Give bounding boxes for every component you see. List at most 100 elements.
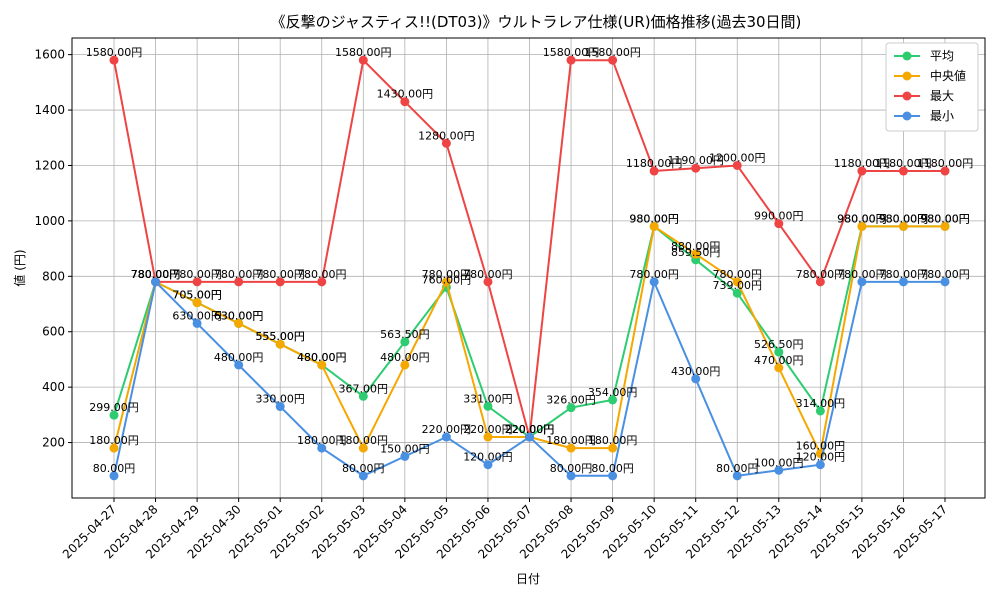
data-point — [483, 401, 493, 411]
data-label: 630.00円 — [214, 309, 264, 322]
data-point — [608, 471, 618, 481]
data-label: 1580.00円 — [543, 46, 600, 59]
data-label: 480.00円 — [380, 351, 430, 364]
data-labels: 299.00円 780.00円 705.00円 630.00円 555.00円 480.0… — [86, 46, 974, 475]
data-point — [774, 347, 784, 357]
data-label: 220.00円 — [463, 423, 513, 436]
data-label: 980.00円 — [837, 212, 887, 225]
data-label: 1180.00円 — [626, 157, 683, 170]
data-point — [234, 277, 244, 287]
legend-label: 中央値 — [930, 68, 966, 83]
legend-item: 最小 — [894, 109, 954, 123]
data-label: 780.00円 — [172, 268, 222, 281]
data-label: 80.00円 — [93, 462, 136, 475]
data-point — [857, 166, 867, 176]
data-label: 1430.00円 — [377, 88, 434, 101]
data-point — [358, 55, 368, 65]
y-tick-label: 400 — [42, 380, 65, 394]
data-point — [400, 97, 410, 107]
legend-label: 最小 — [930, 109, 954, 123]
series-3 — [109, 277, 950, 481]
data-label: 220.00円 — [505, 423, 555, 436]
data-label: 180.00円 — [297, 434, 347, 447]
data-point — [358, 471, 368, 481]
data-label: 480.00円 — [297, 351, 347, 364]
data-label: 100.00円 — [754, 456, 804, 469]
series-lines — [109, 55, 950, 481]
data-label: 780.00円 — [131, 268, 181, 281]
data-point — [192, 277, 202, 287]
data-point — [940, 221, 950, 231]
legend-swatch-marker — [902, 111, 912, 121]
data-point — [732, 471, 742, 481]
chart-title: 《反撃のジャスティス!!(DT03)》ウルトラレア仕様(UR)価格推移(過去30… — [271, 13, 802, 31]
legend-swatch-marker — [902, 91, 912, 101]
data-label: 80.00円 — [550, 462, 593, 475]
data-label: 780.00円 — [879, 268, 929, 281]
y-tick-label: 1200 — [34, 158, 65, 172]
y-axis-title: 値 (円) — [12, 249, 27, 286]
legend-item: 平均 — [894, 49, 954, 63]
data-label: 1180.00円 — [875, 157, 932, 170]
x-axis-title: 日付 — [516, 572, 540, 586]
data-label: 1280.00円 — [418, 129, 475, 142]
legend-label: 平均 — [930, 49, 954, 63]
data-label: 1580.00円 — [584, 46, 641, 59]
data-point — [566, 471, 576, 481]
data-label: 326.00円 — [546, 394, 596, 407]
data-label: 980.00円 — [629, 212, 679, 225]
y-tick-label: 1600 — [34, 48, 65, 62]
data-point — [192, 298, 202, 308]
data-label: 980.00円 — [837, 212, 887, 225]
data-label: 180.00円 — [339, 434, 389, 447]
data-point — [441, 277, 451, 287]
data-label: 120.00円 — [463, 451, 513, 464]
data-label: 980.00円 — [879, 212, 929, 225]
data-label: 555.00円 — [255, 330, 305, 343]
data-label: 705.00円 — [172, 289, 222, 302]
data-label: 1180.00円 — [834, 157, 891, 170]
data-label: 160.00円 — [796, 440, 846, 453]
data-point — [317, 443, 327, 453]
data-point — [898, 221, 908, 231]
y-tick-label: 1400 — [34, 103, 65, 117]
data-label: 980.00円 — [879, 212, 929, 225]
data-point — [940, 277, 950, 287]
data-point — [275, 339, 285, 349]
data-point — [608, 443, 618, 453]
data-label: 780.00円 — [422, 268, 472, 281]
data-label: 150.00円 — [380, 442, 430, 455]
y-tick-label: 200 — [42, 436, 65, 450]
data-label: 563.50円 — [380, 328, 430, 341]
data-point — [732, 160, 742, 170]
data-label: 220.00円 — [505, 423, 555, 436]
data-point — [109, 471, 119, 481]
y-tick-label: 1000 — [34, 214, 65, 228]
data-point — [815, 277, 825, 287]
legend-swatch-marker — [902, 51, 912, 61]
data-label: 80.00円 — [342, 462, 385, 475]
data-point — [857, 221, 867, 231]
grid — [72, 38, 985, 498]
data-point — [691, 249, 701, 259]
legend-swatch-marker — [902, 71, 912, 81]
data-label: 120.00円 — [796, 451, 846, 464]
data-point — [608, 395, 618, 405]
data-label: 330.00円 — [255, 393, 305, 406]
data-label: 780.00円 — [463, 268, 513, 281]
axis-ticks: 20040060080010001200140016002025-04-2720… — [34, 48, 950, 562]
data-label: 780.00円 — [796, 268, 846, 281]
data-label: 180.00円 — [588, 434, 638, 447]
data-point — [608, 55, 618, 65]
data-label: 1580.00円 — [86, 46, 143, 59]
data-point — [857, 277, 867, 287]
data-label: 80.00円 — [591, 462, 634, 475]
data-point — [400, 360, 410, 370]
data-label: 980.00円 — [920, 212, 970, 225]
data-point — [400, 451, 410, 461]
y-tick-label: 600 — [42, 325, 65, 339]
data-label: 859.50円 — [671, 246, 721, 259]
data-point — [483, 432, 493, 442]
data-point — [234, 318, 244, 328]
data-label: 80.00円 — [716, 462, 759, 475]
